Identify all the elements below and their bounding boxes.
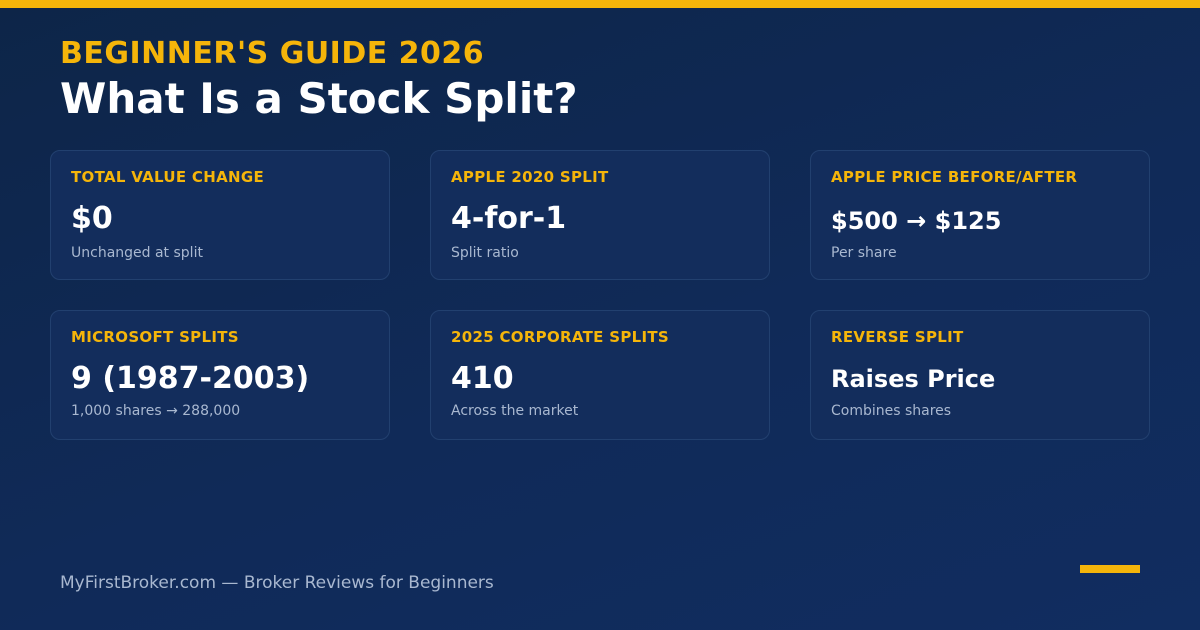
card-label: REVERSE SPLIT xyxy=(831,328,964,346)
stat-card-microsoft-splits: MICROSOFT SPLITS 9 (1987-2003) 1,000 sha… xyxy=(50,310,390,440)
card-value: 9 (1987-2003) xyxy=(71,361,310,396)
card-label: 2025 CORPORATE SPLITS xyxy=(451,328,669,346)
card-caption: Split ratio xyxy=(451,245,519,261)
footer-brand-text: MyFirstBroker.com — Broker Reviews for B… xyxy=(60,573,494,593)
stat-card-2025-corporate-splits: 2025 CORPORATE SPLITS 410 Across the mar… xyxy=(430,310,770,440)
eyebrow-heading: BEGINNER'S GUIDE 2026 xyxy=(60,36,485,71)
card-label: APPLE PRICE BEFORE/AFTER xyxy=(831,168,1078,186)
card-value: 410 xyxy=(451,361,514,396)
card-value: $500 → $125 xyxy=(831,207,1002,235)
card-value: Raises Price xyxy=(831,365,996,393)
card-label: TOTAL VALUE CHANGE xyxy=(71,168,264,186)
top-accent-bar xyxy=(0,0,1200,8)
footer-accent-bar xyxy=(1080,565,1140,573)
card-value: $0 xyxy=(71,201,113,236)
card-label: APPLE 2020 SPLIT xyxy=(451,168,609,186)
stat-card-total-value-change: TOTAL VALUE CHANGE $0 Unchanged at split xyxy=(50,150,390,280)
card-caption: Across the market xyxy=(451,403,579,419)
card-caption: Combines shares xyxy=(831,403,952,419)
card-label: MICROSOFT SPLITS xyxy=(71,328,239,346)
card-caption: 1,000 shares → 288,000 xyxy=(71,403,241,419)
page-title: What Is a Stock Split? xyxy=(60,74,578,123)
stat-card-apple-2020-split: APPLE 2020 SPLIT 4-for-1 Split ratio xyxy=(430,150,770,280)
stat-card-apple-price-before-after: APPLE PRICE BEFORE/AFTER $500 → $125 Per… xyxy=(810,150,1150,280)
card-caption: Per share xyxy=(831,245,897,261)
card-caption: Unchanged at split xyxy=(71,245,203,261)
stat-card-reverse-split: REVERSE SPLIT Raises Price Combines shar… xyxy=(810,310,1150,440)
card-value: 4-for-1 xyxy=(451,201,567,236)
